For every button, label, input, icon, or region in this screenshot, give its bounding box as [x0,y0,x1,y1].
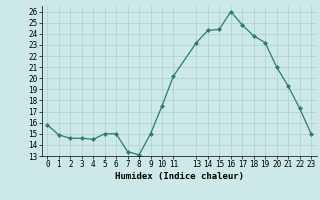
X-axis label: Humidex (Indice chaleur): Humidex (Indice chaleur) [115,172,244,181]
